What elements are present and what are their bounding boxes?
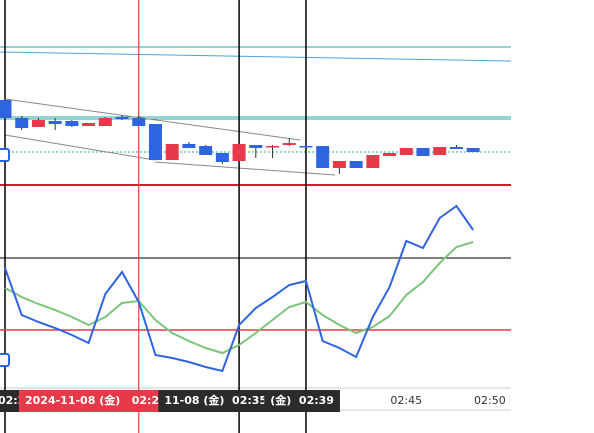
- candle-body: [165, 144, 179, 160]
- candle-body: [299, 146, 313, 148]
- candle-body: [416, 148, 430, 156]
- candle-body: [249, 145, 263, 148]
- channel-line: [4, 134, 156, 161]
- x-tick-label: 2024-11-08 (金) 02:29: [25, 393, 167, 407]
- candle-body: [349, 161, 363, 168]
- channel-line: [154, 161, 336, 176]
- label-box: [158, 390, 274, 412]
- candle-body: [215, 153, 229, 162]
- candle-body: [132, 118, 146, 126]
- handle[interactable]: [0, 353, 10, 367]
- candle-body: [48, 121, 62, 124]
- candle-body: [199, 146, 213, 155]
- candle-body: [15, 118, 29, 128]
- candle-body: [399, 148, 413, 155]
- candle-body: [0, 100, 12, 118]
- x-tick-label: (金) 02:39: [270, 393, 334, 407]
- candle-body: [266, 146, 280, 148]
- label-box: [19, 390, 173, 412]
- candle-body: [31, 120, 45, 127]
- candle-body: [182, 144, 196, 148]
- candle-body: [366, 155, 380, 168]
- candle-body: [383, 153, 397, 156]
- candle-body: [332, 161, 346, 168]
- x-tick-label: 02:45: [390, 394, 422, 407]
- candle-body: [282, 143, 296, 145]
- candle-body: [316, 146, 330, 168]
- candle-body: [98, 118, 112, 126]
- indicator-line: [4, 241, 474, 355]
- x-tick-label: 11-08 (金) 02:35: [164, 393, 267, 407]
- candle-body: [466, 148, 480, 152]
- candle-body: [115, 117, 129, 119]
- label-box: [264, 390, 340, 412]
- trend-line: [0, 51, 512, 62]
- candle-body: [449, 147, 463, 149]
- candle-body: [433, 147, 447, 155]
- handle[interactable]: [0, 148, 10, 162]
- candle-body: [148, 124, 162, 160]
- candle-body: [232, 144, 246, 161]
- channel-line: [4, 98, 301, 141]
- indicator-line: [4, 204, 474, 373]
- candle-body: [82, 123, 96, 126]
- candle-body: [65, 121, 79, 126]
- x-tick-label: 02:50: [474, 394, 506, 407]
